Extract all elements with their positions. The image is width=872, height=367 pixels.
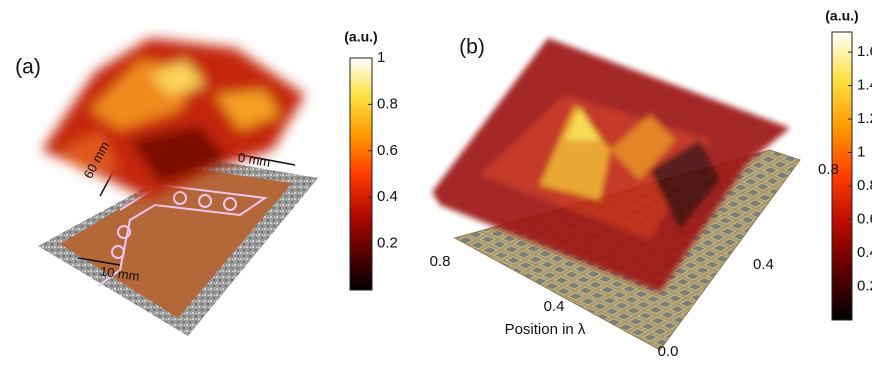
panel-label: (a) [15,56,41,79]
pcb-board [60,168,292,318]
colorbar [349,57,373,291]
colorbar-tick-label: 0.4 [857,244,872,261]
colorbar-tick-label: 1 [377,49,385,66]
colorbar-tick-label: 1.4 [857,77,872,94]
colorbar-tick-label: 0.8 [377,95,398,112]
y-tick-label: 0.8 [818,161,839,178]
colorbar-tick-label: 0.2 [377,235,398,252]
colorbar-tick-label: 0.8 [857,177,872,194]
colorbar-tick-label: 0.6 [857,211,872,228]
panel-label: (b) [459,36,485,59]
colorbar-tick-label: 1.6 [857,43,872,60]
dim-line [77,257,121,266]
x-tick-label: 0.0 [658,343,679,360]
panel-b-scene [432,38,801,351]
colorbar-tick-label: 1.2 [857,110,872,127]
colorbar-tick-label: 0.2 [857,277,872,294]
panel-a-scene [38,38,318,336]
colorbar-tick-label: 1 [857,144,865,161]
x-axis-label: Position in λ [505,321,586,338]
colorbar [831,31,853,321]
colorbar-tick-label: 0.6 [377,142,398,159]
annotation: 0 mm [237,150,272,170]
surface-b [432,38,790,292]
colorbar-label: (a.u.) [344,29,377,45]
annotation: 10 mm [99,264,140,284]
colorbar-tick-label: 0.4 [377,188,398,205]
pcb-traces [97,183,268,287]
surface-a [42,38,305,200]
x-tick-label: 0.8 [430,253,451,270]
colorbar-label: (a.u.) [825,8,858,24]
x-tick-label: 0.4 [544,298,565,315]
y-tick-label: 0.4 [753,256,774,273]
